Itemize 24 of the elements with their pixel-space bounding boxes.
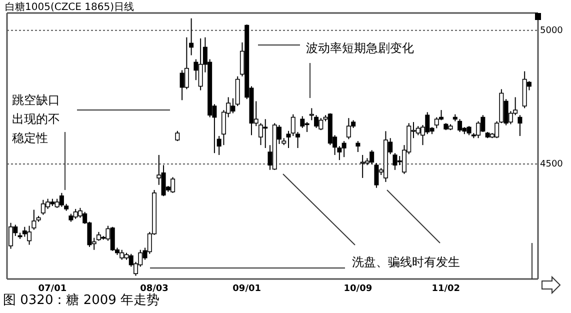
candlestick <box>314 114 319 128</box>
candlestick <box>309 108 314 121</box>
x-tick-label: 10/09 <box>344 284 372 294</box>
candlestick <box>458 118 462 132</box>
candlestick <box>290 114 296 136</box>
candlestick <box>518 114 522 136</box>
candlestick <box>59 192 64 208</box>
candlestick <box>356 140 360 153</box>
candlestick <box>296 131 300 149</box>
chart-title: 白糖1005(CZCE 1865)日线 <box>5 1 134 13</box>
y-tick-label: 5000 <box>540 26 564 36</box>
x-tick-label: 07/01 <box>38 284 67 294</box>
candlestick <box>8 222 14 250</box>
y-tick-label: 4500 <box>540 160 564 170</box>
annotation: 波动率短期急剧变化 <box>306 41 414 55</box>
caption: 图 0320：糖 2009 年走势 <box>3 293 160 308</box>
candlestick <box>184 36 189 90</box>
candlestick <box>189 18 194 56</box>
candlestick <box>175 130 180 142</box>
annotation: 洗盘、骗线时有发生 <box>352 255 460 269</box>
annotation: 跳空缺口出现的不稳定性 <box>12 93 60 145</box>
x-tick-label: 11/02 <box>432 284 460 294</box>
x-tick-label: 09/01 <box>232 284 262 294</box>
x-tick-label: 08/03 <box>140 284 168 294</box>
